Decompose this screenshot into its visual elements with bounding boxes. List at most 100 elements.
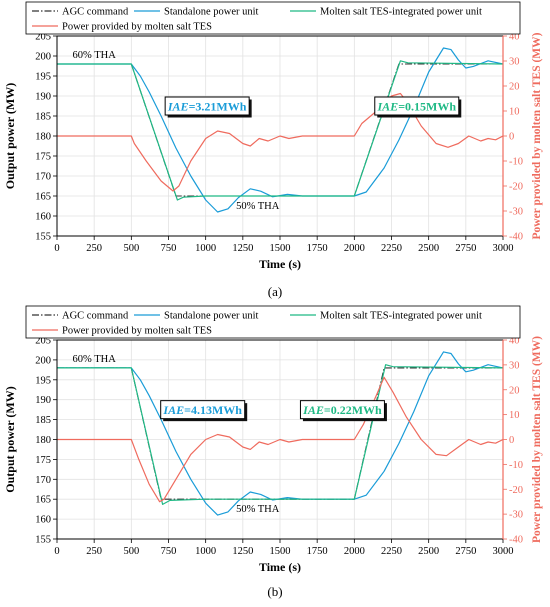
x-tick-label: 250 — [86, 546, 102, 557]
x-tick-label: 3000 — [493, 546, 514, 557]
x-tick-label: 2250 — [381, 243, 402, 254]
chart-panel-1: 0 250 500 750 1000 1250 1500 1750 2000 2250 2500 27… — [3, 1, 543, 299]
legend-label-2: Standalone power unit — [164, 311, 259, 322]
y2-tick-label: -40 — [509, 535, 523, 546]
x-tick-label: 1500 — [270, 243, 291, 254]
legend-box — [25, 1, 521, 35]
y-tick-label: 185 — [35, 112, 51, 123]
series-line-3 — [57, 60, 504, 201]
y-tick-label: 160 — [35, 515, 51, 526]
y2-tick-label: -40 — [509, 232, 523, 243]
iae-box — [374, 96, 460, 116]
y-tick-label: 165 — [35, 495, 51, 506]
x-tick-label: 2500 — [418, 243, 439, 254]
iae-label: IAE=0.15MWh — [377, 100, 457, 114]
x-tick-label: 2250 — [381, 546, 402, 557]
chart-panel-2: 0 250 500 750 1000 1250 1500 1750 2000 2250 2500 27… — [3, 305, 543, 599]
x-tick-label: 1250 — [232, 546, 253, 557]
y-tick-label: 205 — [35, 32, 51, 43]
series-line-4 — [57, 92, 504, 192]
iae-value: =4.13MWh — [184, 403, 242, 417]
annotation-text: 60% THA — [73, 50, 117, 61]
iae-box — [164, 96, 250, 116]
y2-tick-label: 30 — [509, 57, 520, 68]
x-tick-label: 1750 — [307, 546, 328, 557]
annotation-text: 50% THA — [236, 504, 280, 515]
y-tick-label: 155 — [35, 535, 51, 546]
x-tick-label: 500 — [123, 243, 139, 254]
y-axis-title: Output power (MW) — [3, 386, 17, 492]
legend-box — [25, 305, 521, 339]
legend-label-4: Power provided by molten salt TES — [62, 22, 212, 33]
y2-tick-label: -20 — [509, 182, 523, 193]
y-tick-label: 195 — [35, 375, 51, 386]
iae-prefix: IAE — [377, 100, 399, 114]
y-tick-label: 170 — [35, 475, 51, 486]
x-tick-label: 500 — [123, 546, 139, 557]
y2-tick-label: 20 — [509, 82, 520, 93]
x-tick-label: 1750 — [307, 243, 328, 254]
panel-label: (b) — [267, 584, 282, 599]
legend-label-4: Power provided by molten salt TES — [62, 326, 212, 337]
y-tick-label: 165 — [35, 192, 51, 203]
y2-tick-label: -10 — [509, 157, 523, 168]
y-tick-label: 180 — [35, 435, 51, 446]
x-tick-label: 1000 — [195, 546, 216, 557]
y2-tick-label: -10 — [509, 460, 523, 471]
x-tick-label: 2000 — [344, 243, 365, 254]
y2-tick-label: 30 — [509, 360, 520, 371]
iae-prefix: IAE — [302, 403, 324, 417]
iae-box — [299, 400, 385, 420]
y2-tick-label: 10 — [509, 410, 520, 421]
iae-value: =3.21MWh — [189, 100, 247, 114]
x-tick-label: 0 — [54, 546, 59, 557]
y-tick-label: 175 — [35, 152, 51, 163]
x-tick-label: 0 — [54, 243, 59, 254]
annotation-text: 50% THA — [236, 201, 280, 212]
iae-value: =0.15MWh — [398, 100, 456, 114]
y-tick-label: 175 — [35, 455, 51, 466]
series-line-2 — [57, 351, 504, 516]
y-tick-label: 185 — [35, 415, 51, 426]
y2-axis-title: Power provided by molten salt TES (MW) — [531, 32, 543, 239]
iae-prefix: IAE — [162, 403, 184, 417]
y-tick-label: 200 — [35, 355, 51, 366]
y-tick-label: 155 — [35, 232, 51, 243]
y2-tick-label: 10 — [509, 107, 520, 118]
iae-label: IAE=0.22MWh — [302, 403, 382, 417]
iae-label: IAE=3.21MWh — [167, 100, 247, 114]
x-tick-label: 1500 — [270, 546, 291, 557]
y-tick-label: 190 — [35, 395, 51, 406]
y2-tick-label: -30 — [509, 207, 523, 218]
x-tick-label: 2000 — [344, 546, 365, 557]
panel-label: (a) — [268, 284, 282, 299]
series-line-2 — [57, 47, 504, 213]
x-tick-label: 1250 — [232, 243, 253, 254]
y2-tick-label: 0 — [509, 435, 514, 446]
x-axis-title: Time (s) — [259, 257, 301, 271]
y-tick-label: 160 — [35, 212, 51, 223]
series-line-4 — [57, 376, 504, 503]
legend-label-3: Molten salt TES-integrated power unit — [320, 311, 482, 322]
y2-tick-label: -30 — [509, 510, 523, 521]
y-tick-label: 200 — [35, 52, 51, 63]
y2-tick-label: -20 — [509, 485, 523, 496]
y-tick-label: 190 — [35, 92, 51, 103]
x-tick-label: 2500 — [418, 546, 439, 557]
legend-label-2: Standalone power unit — [164, 7, 259, 18]
y-tick-label: 195 — [35, 72, 51, 83]
iae-label: IAE=4.13MWh — [162, 403, 242, 417]
iae-box — [160, 400, 246, 420]
y2-tick-label: 0 — [509, 132, 514, 143]
y-tick-label: 170 — [35, 172, 51, 183]
x-tick-label: 3000 — [493, 243, 514, 254]
legend-label-1: AGC command — [62, 7, 129, 18]
x-tick-label: 750 — [161, 243, 177, 254]
legend-label-1: AGC command — [62, 311, 129, 322]
annotation-text: 60% THA — [73, 354, 117, 365]
iae-prefix: IAE — [167, 100, 189, 114]
series-line-3 — [57, 364, 504, 505]
legend-label-3: Molten salt TES-integrated power unit — [320, 7, 482, 18]
x-tick-label: 750 — [161, 546, 177, 557]
